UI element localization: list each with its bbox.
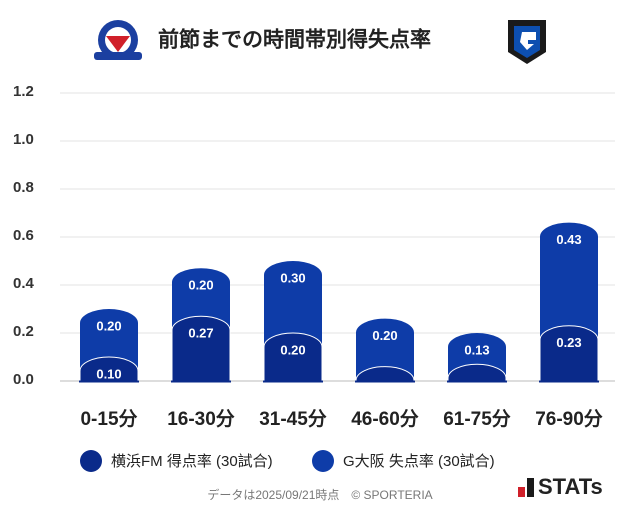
bar-base xyxy=(355,380,415,383)
footer: データは2025/09/21時点 © SPORTERIA xyxy=(207,487,432,502)
y-tick-label: 0.6 xyxy=(13,227,34,244)
y-tick-label: 0.0 xyxy=(13,371,34,388)
value-label: 0.20 xyxy=(188,278,213,293)
x-tick-label: 46-60分 xyxy=(351,408,419,430)
bar-segment xyxy=(540,222,598,340)
bar-base xyxy=(447,380,507,383)
brand-logo xyxy=(518,478,534,497)
legend-label: 横浜FM 得点率 (30試合) xyxy=(111,453,273,470)
bar-segment xyxy=(264,261,322,347)
y-tick-label: 1.0 xyxy=(13,131,34,148)
bar-base xyxy=(539,380,599,383)
bar-segment xyxy=(263,332,323,382)
legend-label: G大阪 失点率 (30試合) xyxy=(343,453,495,470)
home-logo xyxy=(94,20,142,60)
x-tick-label: 16-30分 xyxy=(167,408,235,430)
value-label: 0.10 xyxy=(96,366,121,381)
chart-title: 前節までの時間帯別得失点率 xyxy=(158,28,431,52)
value-label: 0.30 xyxy=(280,270,305,285)
value-label: 0.13 xyxy=(464,342,489,357)
y-tick-label: 0.2 xyxy=(13,323,34,340)
bar-segment xyxy=(172,268,230,331)
y-tick-label: 1.2 xyxy=(13,83,34,100)
away-logo xyxy=(508,20,546,64)
bar-base xyxy=(171,380,231,383)
legend-marker xyxy=(312,450,334,472)
bar-segment xyxy=(356,318,414,381)
bar-segment xyxy=(80,309,138,371)
brand: STATs xyxy=(538,474,603,499)
value-label: 0.23 xyxy=(556,335,581,350)
bar-segment xyxy=(355,366,415,382)
bar-segment xyxy=(79,356,139,382)
value-label: 0.27 xyxy=(188,326,213,341)
y-tick-label: 0.8 xyxy=(13,179,34,196)
bar-base xyxy=(79,380,139,383)
value-label: 0.20 xyxy=(280,342,305,357)
x-tick-label: 0-15分 xyxy=(80,408,137,430)
y-tick-label: 0.4 xyxy=(13,275,35,292)
bar-segment xyxy=(447,363,507,382)
x-tick-label: 31-45分 xyxy=(259,408,327,430)
bar-segment xyxy=(171,315,231,382)
value-label: 0.20 xyxy=(96,318,121,333)
value-label: 0.43 xyxy=(556,232,581,247)
value-label: 0.20 xyxy=(372,328,397,343)
x-tick-label: 76-90分 xyxy=(535,408,603,430)
x-tick-label: 61-75分 xyxy=(443,408,511,430)
legend-marker xyxy=(80,450,102,472)
bar-segment xyxy=(539,325,599,382)
bar-base xyxy=(263,380,323,383)
legend: 横浜FM 得点率 (30試合) G大阪 失点率 (30試合) xyxy=(80,450,495,472)
